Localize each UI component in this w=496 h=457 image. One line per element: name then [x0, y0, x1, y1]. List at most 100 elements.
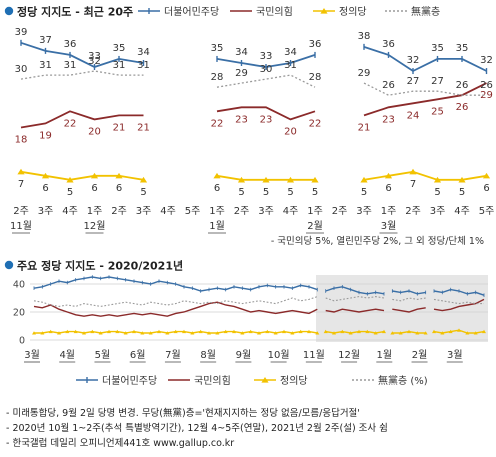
x-tick-label: 3주 [430, 206, 446, 217]
point-justice [262, 176, 270, 183]
trend-point-justice [315, 331, 320, 335]
x-tick-label: 2주 [405, 206, 421, 217]
data-label-none: 27 [407, 76, 420, 87]
data-label-dem: 35 [431, 43, 444, 54]
x-tick-label: 5주 [479, 206, 495, 217]
trend-series-dem [33, 275, 485, 297]
trend-line-justice [392, 330, 426, 334]
data-label-none: 26 [456, 80, 469, 91]
point-justice [458, 176, 466, 183]
data-label-ppp: 24 [407, 110, 420, 121]
point-justice [139, 176, 148, 183]
legend-label-justice: 정의당 [280, 375, 308, 387]
legend-line-marker-icon [261, 377, 269, 383]
month-tick-label: 2월 [412, 349, 428, 361]
data-label-dem: 34 [284, 47, 297, 58]
bullet-dot-icon [4, 260, 14, 270]
data-label-ppp: 22 [309, 118, 322, 129]
x-tick-label: 4주 [454, 206, 470, 217]
data-label-none: 31 [64, 60, 77, 71]
data-label-justice: 5 [361, 187, 367, 198]
data-label-justice: 7 [18, 179, 24, 190]
trend-line-justice [325, 330, 385, 334]
data-label-ppp: 26 [456, 102, 469, 113]
data-label-justice: 6 [483, 183, 489, 194]
month-tick-label: 3월 [24, 349, 40, 361]
data-label-none: 31 [39, 60, 52, 71]
series-justice: 7 6 5 6 6 5 6 5 5 5 5 5 6 7 5 5 6 [17, 168, 491, 198]
data-label-ppp: 25 [431, 106, 444, 117]
month-tick-label: 3월 [447, 349, 463, 361]
data-label-ppp: 23 [235, 114, 248, 125]
month-label: 2월 [307, 220, 323, 232]
data-label-dem: 35 [456, 43, 469, 54]
data-label-justice: 6 [214, 183, 220, 194]
data-label-none: 31 [137, 60, 150, 71]
point-justice [213, 172, 221, 179]
data-label-ppp: 22 [64, 118, 77, 129]
trend-series-none [33, 296, 484, 307]
month-tick-label: 6월 [130, 349, 146, 361]
month-label: 3월 [381, 220, 397, 232]
month-label: 11월 [10, 220, 32, 232]
x-tick-label: 4주 [283, 206, 299, 217]
data-label-dem: 34 [137, 47, 150, 58]
trend-series-ppp [33, 298, 485, 317]
trend-line-dem [392, 290, 426, 295]
legend-label-none: 無黨층 (%) [378, 374, 428, 387]
point-justice [384, 172, 393, 179]
data-label-ppp: 21 [137, 122, 150, 133]
point-justice [433, 176, 442, 183]
data-label-none: 30 [260, 64, 273, 75]
data-label-ppp: 22 [211, 118, 224, 129]
series-dem: 39 37 36 33 35 34 35 34 33 34 36 38 36 32 35 35 32 [15, 27, 493, 75]
bullet-dot-icon [4, 6, 14, 16]
legend-item-ppp: 국민의힘 [230, 6, 293, 18]
data-label-justice: 7 [410, 179, 416, 190]
series-line-ppp [363, 82, 487, 117]
data-label-justice: 5 [459, 187, 465, 198]
data-label-justice: 5 [67, 187, 73, 198]
trend-line-dem [33, 276, 318, 292]
data-label-none: 27 [431, 76, 444, 87]
trend-line-dem [433, 288, 485, 296]
point-justice [17, 168, 25, 175]
data-label-ppp: 18 [15, 134, 28, 145]
data-label-justice: 5 [140, 187, 146, 198]
month-tick-label: 8월 [200, 349, 216, 361]
data-label-ppp: 29 [480, 90, 493, 101]
data-label-dem: 32 [407, 55, 420, 66]
data-label-ppp: 20 [284, 126, 297, 137]
x-tick-label: 5주 [185, 206, 201, 217]
data-label-none: 29 [235, 68, 248, 79]
data-label-dem: 39 [15, 27, 28, 38]
legend-label-dem: 더불어민주당 [102, 375, 157, 387]
legend-label-ppp: 국민의힘 [256, 6, 293, 18]
point-justice [237, 176, 246, 183]
data-label-dem: 36 [64, 39, 77, 50]
x-tick-label: 3주 [38, 206, 54, 217]
x-tick-label: 2주 [13, 206, 29, 217]
trend-line-justice [433, 329, 485, 334]
legend-label-dem: 더불어민주당 [164, 6, 219, 18]
legend-item-none: 無黨층 [385, 5, 440, 18]
x-tick-label: 1주 [209, 206, 225, 217]
x-tick-label: 1주 [381, 206, 397, 217]
chart-title: 정당 지지도 - 최근 20주 [17, 5, 133, 19]
trend-line-none [325, 296, 385, 302]
x-tick-label: 3주 [258, 206, 274, 217]
legend-label-ppp: 국민의힘 [194, 375, 231, 387]
point-justice [115, 172, 123, 179]
series-line-none [20, 70, 144, 80]
point-justice [482, 172, 491, 179]
note-rename: - 미래통합당, 9월 2일 당명 변경. 무당(無黨)층='현재지지하는 정당… [6, 408, 360, 419]
trend-line-dem [325, 286, 385, 295]
note-source: - 한국갤럽 데일리 오피니언제441호 www.gallup.co.kr [6, 438, 235, 449]
legend-item-ppp: 국민의힘 [168, 375, 231, 387]
data-label-dem: 35 [211, 43, 224, 54]
legend-item-none: 無黨층 (%) [352, 374, 428, 387]
data-label-none: 30 [15, 64, 28, 75]
x-tick-label: 2주 [234, 206, 250, 217]
